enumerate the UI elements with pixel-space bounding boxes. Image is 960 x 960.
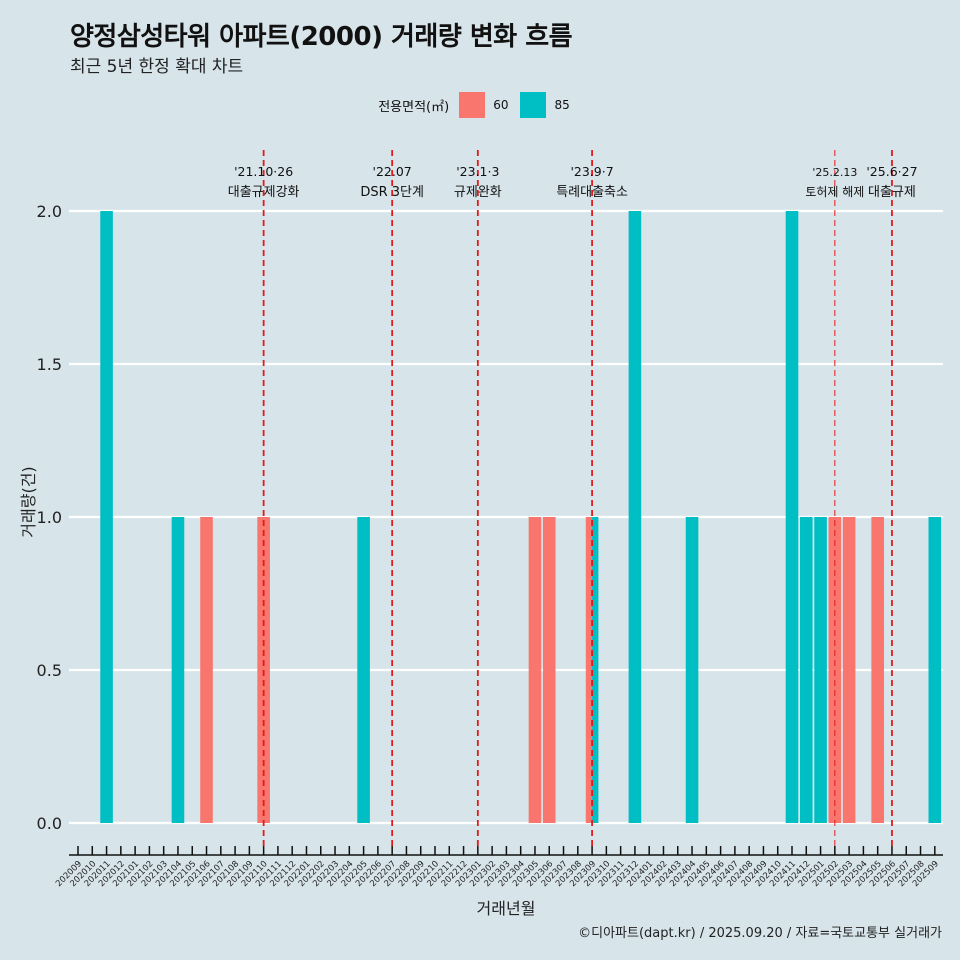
event-label: DSR 3단계 (360, 185, 424, 200)
y-tick-label: 2.0 (37, 202, 62, 221)
y-tick-label: 1.5 (37, 355, 62, 374)
bar-85-202312 (628, 211, 642, 823)
bar-85-202411 (785, 211, 799, 823)
event-lines: '21.10·26 대출규제강화 '22.07 DSR 3단계 '23.1·3 규제완화 '… (228, 150, 918, 846)
caption: ©디아파트(dapt.kr) / 2025.09.20 / 자료=국토교통부 실… (578, 926, 942, 941)
bar-60-202306 (542, 517, 556, 823)
y-axis: 0.0 0.5 1.0 1.5 2.0 (37, 202, 62, 833)
legend-label-60: 60 (493, 98, 509, 112)
bar-60-202106 (200, 517, 213, 823)
event-date: '23.1·3 (456, 164, 499, 179)
y-tick-label: 0.0 (37, 814, 62, 833)
bar-85-202412 (799, 517, 813, 823)
event-date: '23.9·7 (570, 164, 613, 179)
bar-85-202501 (814, 517, 827, 823)
bar-60-202505 (871, 517, 884, 823)
y-tick-label: 0.5 (37, 661, 62, 680)
legend: 전용면적(㎡) 60 85 (0, 92, 960, 118)
bar-85-202509 (928, 517, 942, 823)
event-date: '25.2.13 (812, 166, 857, 179)
event-label: 대출규제 (868, 185, 916, 200)
legend-key-60 (459, 92, 486, 118)
bar-85-202205 (357, 517, 370, 823)
event-date: '22.07 (373, 164, 412, 179)
event-label: 특례대출축소 (556, 185, 628, 200)
legend-label-85: 85 (554, 98, 570, 112)
bar-85-202309 (592, 517, 599, 823)
x-axis: 2020092020102020112020122021012021022021… (54, 846, 943, 889)
event-label: 대출규제강화 (228, 185, 300, 200)
bar-60-202305 (528, 517, 542, 823)
bar-85-202104 (171, 517, 185, 823)
y-tick-label: 1.0 (37, 508, 62, 527)
event-label: 규제완화 (454, 185, 502, 200)
chart-subtitle: 최근 5년 한정 확대 차트 (70, 57, 244, 77)
event-date: '25.6·27 (866, 164, 917, 179)
legend-key-85 (520, 92, 547, 118)
y-axis-title: 거래량(건) (19, 466, 38, 537)
bar-60-202503 (842, 517, 856, 823)
chart-title: 양정삼성타워 아파트(2000) 거래량 변화 흐름 (70, 22, 573, 52)
bars (100, 211, 942, 823)
bar-85-202404 (685, 517, 699, 823)
event-date: '21.10·26 (234, 164, 293, 179)
bar-60-202309 (585, 517, 593, 823)
event-label: 토허제 해제 (805, 185, 864, 199)
bar-85-202011 (100, 211, 113, 823)
legend-title: 전용면적(㎡) (378, 99, 450, 115)
x-axis-title: 거래년월 (477, 899, 536, 918)
